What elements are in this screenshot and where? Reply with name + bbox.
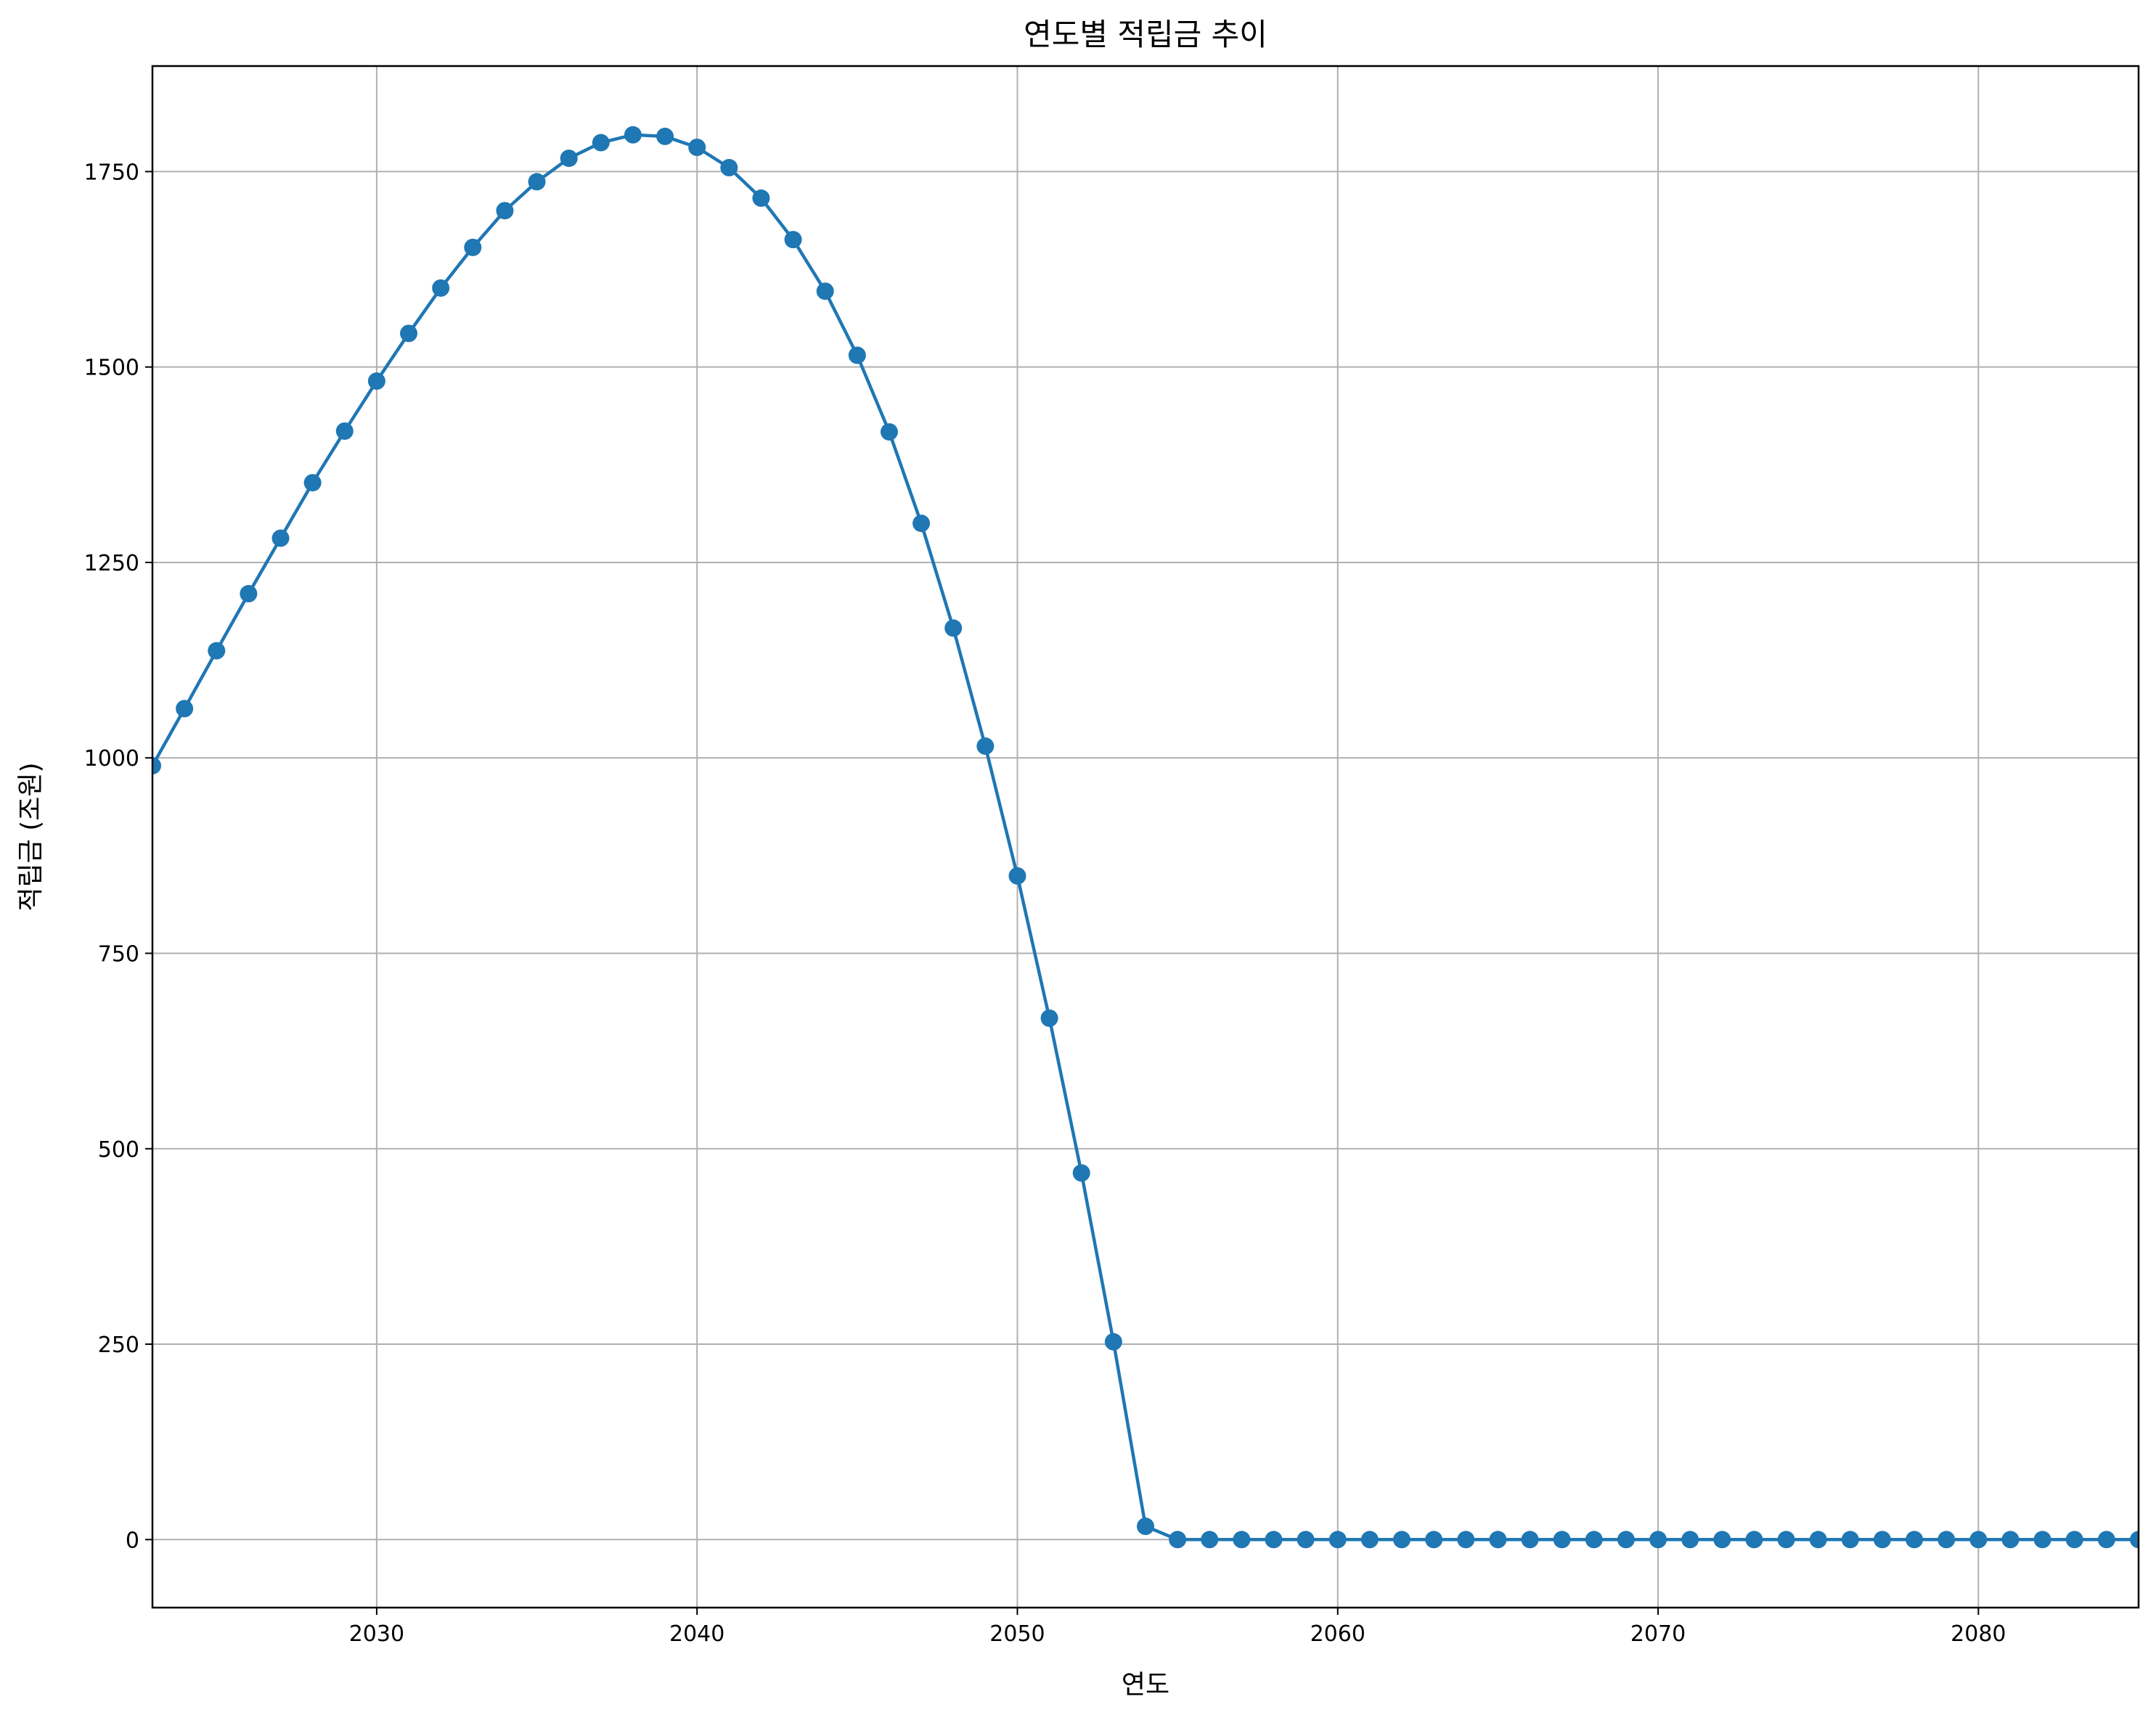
data-point	[1297, 1531, 1315, 1549]
x-tick-label: 2070	[1630, 1621, 1686, 1647]
data-point	[152, 756, 161, 774]
data-point	[2130, 1531, 2139, 1549]
data-point	[688, 139, 706, 157]
data-point	[1713, 1531, 1731, 1549]
x-tick-label: 2040	[669, 1621, 724, 1647]
data-point	[2097, 1531, 2115, 1549]
data-point	[1521, 1531, 1539, 1549]
y-tick-label: 1750	[84, 160, 139, 185]
data-point	[1649, 1531, 1667, 1549]
data-point	[528, 173, 546, 191]
data-point	[271, 529, 290, 547]
data-point	[816, 282, 834, 300]
data-point	[656, 127, 674, 145]
data-point	[1201, 1531, 1219, 1549]
data-point	[1777, 1531, 1795, 1549]
y-tick-label: 1000	[84, 746, 139, 772]
series-group	[152, 126, 2139, 1549]
data-point	[1137, 1517, 1154, 1535]
data-point	[2001, 1531, 2020, 1549]
data-point	[432, 279, 450, 297]
x-tick-label: 2050	[989, 1621, 1045, 1647]
plot-frame	[151, 65, 2140, 1609]
data-point	[335, 422, 354, 440]
series	[152, 126, 2139, 1549]
data-point	[624, 126, 642, 144]
data-point	[1425, 1531, 1443, 1549]
data-point	[1265, 1531, 1283, 1549]
grid	[152, 66, 2139, 1608]
data-point	[1681, 1531, 1699, 1549]
data-point	[976, 737, 995, 756]
data-point	[1489, 1531, 1507, 1549]
data-point	[2033, 1531, 2051, 1549]
data-point	[1585, 1531, 1603, 1549]
data-point	[400, 324, 418, 343]
y-tick-label: 750	[98, 941, 139, 967]
data-point	[176, 700, 194, 718]
data-point	[1457, 1531, 1475, 1549]
x-tick-label: 2080	[1951, 1621, 2006, 1647]
x-tick-label: 2030	[349, 1621, 404, 1647]
data-point	[303, 474, 322, 492]
data-point	[1745, 1531, 1763, 1549]
y-tick-label: 1250	[84, 551, 139, 576]
y-tick-label: 500	[98, 1137, 139, 1163]
data-point	[367, 372, 385, 390]
data-point	[208, 642, 226, 660]
data-point	[1072, 1164, 1090, 1182]
data-point	[1008, 867, 1026, 885]
data-point	[880, 423, 898, 441]
data-point	[592, 134, 610, 152]
data-point	[720, 159, 738, 177]
data-point	[1040, 1009, 1058, 1027]
data-point	[912, 515, 931, 533]
data-point	[784, 231, 802, 249]
data-point	[1169, 1531, 1187, 1549]
x-axis-label: 연도	[1122, 1670, 1169, 1700]
data-point	[1937, 1531, 1956, 1549]
chart-title: 연도별 적립금 추이	[1024, 17, 1267, 52]
data-point	[1553, 1531, 1571, 1549]
y-tick-label: 1500	[84, 356, 139, 381]
data-point	[1809, 1531, 1827, 1549]
data-point	[944, 619, 963, 637]
data-point	[1969, 1531, 1988, 1549]
data-point	[752, 189, 770, 208]
data-point	[1233, 1531, 1251, 1549]
data-point	[464, 238, 482, 256]
data-point	[1328, 1531, 1347, 1549]
data-point	[1104, 1333, 1122, 1351]
data-point	[1617, 1531, 1635, 1549]
data-point	[1906, 1531, 1924, 1549]
data-point	[1841, 1531, 1859, 1549]
y-tick-label: 0	[126, 1528, 139, 1553]
data-point	[496, 202, 514, 220]
y-tick-label: 250	[98, 1333, 139, 1358]
ticks: 2030 2040 2050 2060 2070 2080 0 250 500 750 1000 12…	[84, 160, 2006, 1647]
data-point	[848, 346, 866, 364]
data-point	[240, 585, 258, 603]
data-point	[1873, 1531, 1891, 1549]
data-point	[2065, 1531, 2083, 1549]
y-axis-label: 적립금 (조원)	[16, 762, 46, 911]
data-point	[1393, 1531, 1411, 1549]
data-point	[1360, 1531, 1379, 1549]
data-point	[560, 150, 578, 168]
x-tick-label: 2060	[1310, 1621, 1365, 1647]
